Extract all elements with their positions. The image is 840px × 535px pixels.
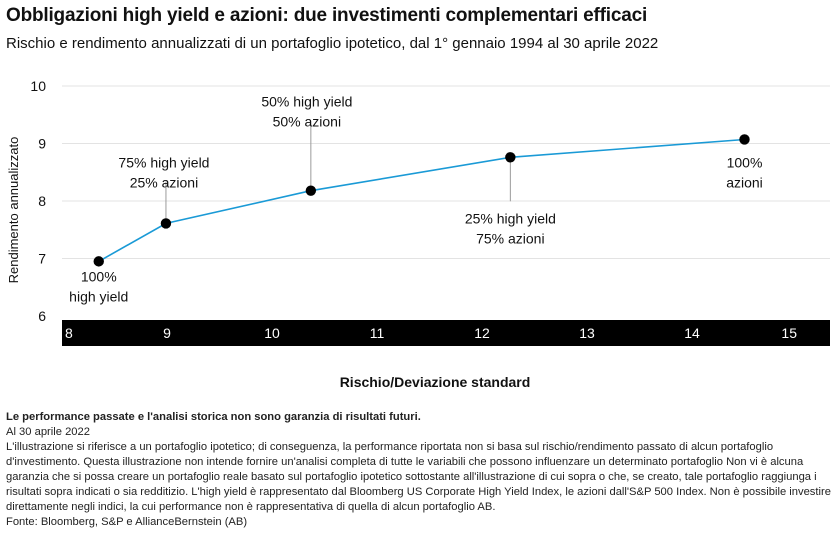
data-point	[505, 152, 516, 163]
data-label: 100%	[81, 268, 117, 284]
disclaimer: Le performance passate e l'analisi stori…	[6, 411, 421, 423]
x-tick-label: 11	[370, 325, 385, 341]
y-tick-label: 8	[38, 193, 46, 209]
gridlines	[62, 85, 830, 259]
data-label: 75% azioni	[476, 230, 545, 246]
y-tick-label: 7	[38, 251, 46, 267]
y-tick-label: 6	[38, 308, 46, 324]
as-of-date: Al 30 aprile 2022	[6, 426, 90, 438]
x-tick-label: 15	[781, 325, 797, 341]
data-point	[93, 256, 104, 267]
y-tick-labels: 6 7 8 9 10	[30, 78, 46, 324]
y-tick-label: 10	[30, 78, 46, 94]
data-label: 100%	[727, 154, 763, 170]
label-leader-lines	[165, 124, 511, 224]
chart-title: Obbligazioni high yield e azioni: due in…	[6, 5, 648, 26]
chart-subtitle: Rischio e rendimento annualizzati di un …	[6, 35, 659, 52]
data-label: azioni	[726, 174, 763, 190]
x-tick-label: 14	[684, 325, 700, 341]
data-label: 75% high yield	[118, 154, 209, 170]
x-tick-label: 8	[65, 325, 73, 341]
data-point	[305, 185, 317, 196]
data-label: 25% high yield	[465, 210, 556, 226]
data-point	[739, 134, 750, 145]
y-axis-label: Rendimento annualizzato	[6, 137, 21, 284]
data-points	[93, 134, 750, 267]
x-tick-label: 10	[264, 325, 280, 341]
x-tick-label: 9	[163, 325, 171, 341]
x-axis-label: Rischio/Deviazione standard	[340, 374, 531, 390]
data-point	[160, 218, 172, 229]
notes-body: L'illustrazione si riferisce a un portaf…	[6, 441, 831, 513]
risk-return-chart: 8 9 10 11 12 13 14 15 6 7 8 9 10 100% high yield 75% …	[6, 78, 830, 390]
y-tick-label: 9	[38, 136, 46, 152]
x-tick-label: 13	[579, 325, 595, 341]
data-label: high yield	[69, 288, 128, 304]
x-axis-band	[62, 320, 830, 346]
source: Fonte: Bloomberg, S&P e AllianceBernstei…	[6, 516, 248, 528]
data-labels: 100% high yield 75% high yield 25% azioni 50…	[69, 94, 763, 305]
data-label: 50% azioni	[273, 114, 342, 130]
footnotes: Le performance passate e l'analisi stori…	[6, 410, 834, 530]
data-label: 25% azioni	[130, 174, 199, 190]
x-tick-label: 12	[474, 325, 490, 341]
x-tick-labels: 8 9 10 11 12 13 14 15	[65, 325, 797, 341]
data-label: 50% high yield	[261, 94, 352, 110]
